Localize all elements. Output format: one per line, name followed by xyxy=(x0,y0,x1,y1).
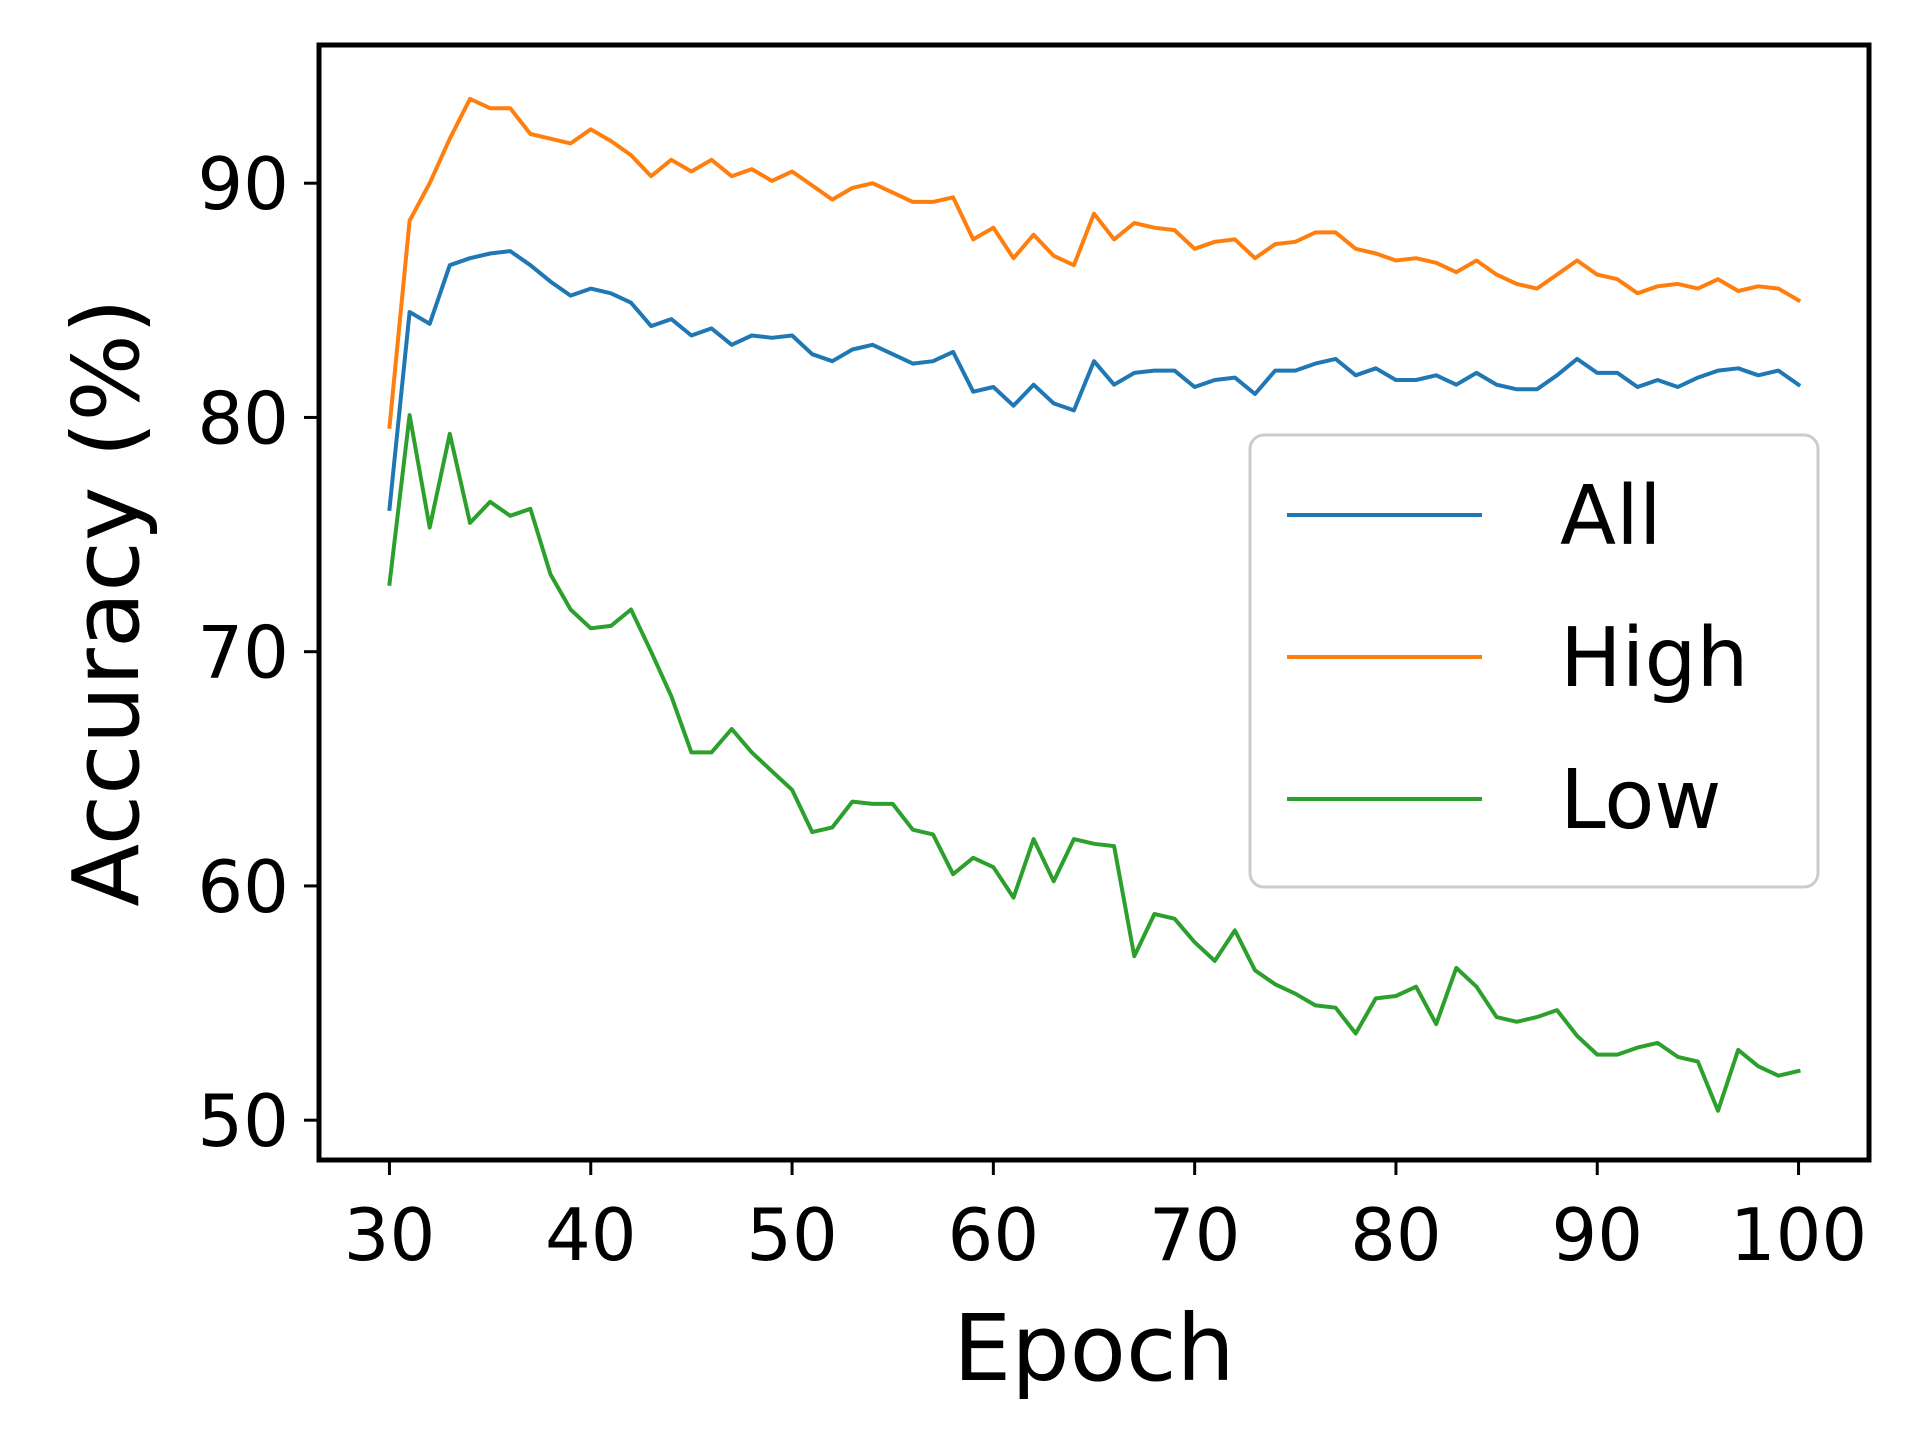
legend-box xyxy=(1248,433,1820,889)
legend-label-low: Low xyxy=(1560,753,1721,848)
y-tick-label: 60 xyxy=(197,845,289,929)
y-tick-label: 90 xyxy=(197,142,289,226)
x-axis-title: Epoch xyxy=(953,1295,1235,1402)
legend-label-high: High xyxy=(1560,611,1748,706)
x-tick-label: 40 xyxy=(545,1193,637,1277)
x-tick-label: 90 xyxy=(1551,1193,1643,1277)
legend: All High Low xyxy=(1248,433,1820,889)
ticks-layer: 30 40 50 60 70 80 90 100 50 60 70 80 90 xyxy=(197,142,1867,1277)
x-tick-label: 30 xyxy=(344,1193,436,1277)
x-tick-label: 50 xyxy=(746,1193,838,1277)
series-line-high xyxy=(387,96,1802,429)
series-line-all xyxy=(387,249,1802,511)
series-layer xyxy=(387,96,1802,1113)
y-tick-label: 80 xyxy=(197,376,289,460)
x-tick-label: 70 xyxy=(1149,1193,1241,1277)
x-tick-label: 80 xyxy=(1350,1193,1442,1277)
y-tick-label: 70 xyxy=(197,611,289,695)
x-tick-label: 100 xyxy=(1730,1193,1867,1277)
x-tick-label: 60 xyxy=(948,1193,1040,1277)
y-tick-label: 50 xyxy=(197,1079,289,1163)
series-line-low xyxy=(387,413,1801,1113)
y-axis-title: Accuracy (%) xyxy=(53,298,160,906)
legend-label-all: All xyxy=(1560,469,1662,564)
plot-frame xyxy=(316,42,1872,1163)
